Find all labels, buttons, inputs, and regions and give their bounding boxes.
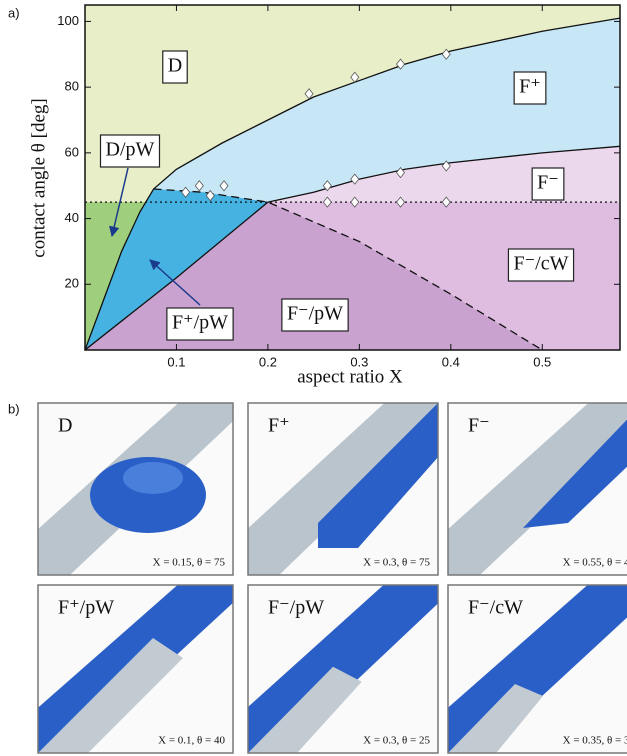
- image-content: [248, 403, 438, 575]
- plot-area: [85, 5, 620, 350]
- label-box: [531, 167, 565, 201]
- stripe: [248, 403, 438, 575]
- filament: [318, 403, 438, 548]
- x-tick-label: 0.1: [167, 354, 185, 369]
- x-axis-label: aspect ratio X: [297, 366, 403, 387]
- image-title: F⁻/pW: [268, 597, 324, 619]
- image-title: F⁻/cW: [468, 597, 523, 619]
- simulation-image: F⁺/pW X = 0.1, θ = 40: [37, 584, 234, 754]
- image-frame: [447, 584, 627, 754]
- image-frame: [247, 402, 439, 576]
- marker: [322, 180, 332, 192]
- image-content: [248, 585, 438, 753]
- x-tick-label: 0.3: [350, 354, 368, 369]
- marker: [219, 180, 229, 192]
- plot-frame: [84, 4, 621, 351]
- label-box: [99, 134, 161, 168]
- boundary-curve: [153, 188, 543, 350]
- label-box: [513, 71, 547, 105]
- marker: [205, 189, 215, 202]
- y-tick-label: 100: [57, 13, 79, 28]
- marker: [304, 88, 314, 100]
- image-content: [448, 403, 627, 575]
- y-tick-label: 60: [65, 144, 79, 159]
- arrow: [109, 167, 129, 238]
- region-label: F⁺/pW: [172, 312, 228, 334]
- region-label: F⁻/pW: [287, 303, 343, 325]
- stripe: [448, 403, 627, 575]
- panel-label: b): [8, 401, 20, 416]
- image-caption: X = 0.35, θ = 35: [563, 735, 627, 747]
- marker: [181, 186, 191, 198]
- wetting-tongue: [448, 684, 543, 753]
- x-tick-label: 0.5: [533, 354, 551, 369]
- marker: [441, 48, 451, 60]
- y-tick-label: 80: [65, 79, 79, 94]
- marker: [350, 173, 360, 185]
- simulation-image: F⁻ X = 0.55, θ = 42: [447, 402, 627, 576]
- marker: [441, 196, 451, 208]
- y-tick-label: 40: [65, 210, 79, 225]
- marker: [350, 71, 360, 83]
- image-content: [448, 585, 627, 753]
- image-content: [38, 403, 233, 575]
- region: [85, 189, 268, 350]
- region-label: D: [168, 55, 182, 77]
- boundary-curve: [267, 145, 620, 203]
- image-frame: [247, 584, 439, 754]
- marker: [322, 196, 332, 208]
- image-caption: X = 0.3, θ = 25: [363, 735, 430, 747]
- simulation-image: D X = 0.15, θ = 75: [37, 402, 234, 576]
- image-title: F⁻: [468, 415, 490, 437]
- marker: [441, 160, 451, 172]
- image-frame: [37, 402, 234, 576]
- label-box: [281, 298, 349, 332]
- image-caption: X = 0.3, θ = 75: [363, 557, 430, 569]
- wetting-tongue: [248, 666, 362, 753]
- image-title: F⁺: [268, 415, 290, 437]
- x-tick-label: 0.2: [259, 354, 277, 369]
- label-box: [162, 50, 188, 84]
- image-title: D: [58, 415, 72, 437]
- marker: [396, 196, 406, 208]
- marker: [396, 166, 406, 179]
- region-label: F⁻: [537, 172, 559, 194]
- image-title: F⁺/pW: [58, 597, 114, 619]
- region-label: D/pW: [106, 139, 155, 161]
- marker: [194, 180, 204, 192]
- image-caption: X = 0.55, θ = 42: [563, 557, 627, 569]
- marker: [396, 58, 406, 70]
- arrow: [149, 259, 201, 306]
- simulation-image: F⁺ X = 0.3, θ = 75: [247, 402, 439, 576]
- droplet-hi: [123, 462, 183, 494]
- image-caption: X = 0.15, θ = 75: [153, 557, 226, 569]
- simulation-image: F⁻/pW X = 0.3, θ = 25: [247, 584, 439, 754]
- label-box: [166, 307, 234, 341]
- panel-label: a): [8, 5, 20, 20]
- marker: [350, 196, 360, 208]
- region: [267, 202, 620, 350]
- region-label: F⁺: [519, 76, 541, 98]
- image-frame: [37, 584, 234, 754]
- image-frame: [447, 402, 627, 576]
- filament: [523, 419, 627, 528]
- wetting-tongue: [38, 638, 183, 753]
- image-content: [38, 585, 233, 753]
- boundary-curve: [85, 201, 269, 350]
- simulation-image: F⁻/cW X = 0.35, θ = 35: [447, 584, 627, 754]
- x-tick-label: 0.4: [442, 354, 460, 369]
- y-tick-label: 20: [65, 276, 79, 291]
- label-box: [507, 248, 575, 282]
- image-caption: X = 0.1, θ = 40: [158, 735, 225, 747]
- region-label: F⁻/cW: [514, 253, 569, 275]
- y-axis-label: contact angle θ [deg]: [28, 98, 49, 257]
